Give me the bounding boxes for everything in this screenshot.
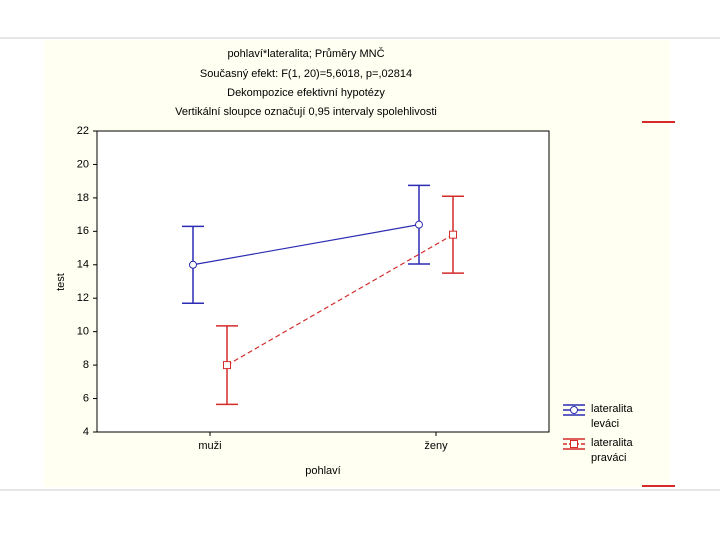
legend-marker bbox=[570, 406, 578, 414]
x-axis-label: pohlaví bbox=[305, 465, 340, 477]
point bbox=[449, 230, 457, 239]
point bbox=[415, 220, 423, 229]
x-tick-label: muži bbox=[198, 440, 221, 452]
y-tick-label: 16 bbox=[77, 225, 89, 237]
y-tick-label: 10 bbox=[77, 326, 89, 338]
y-tick-label: 6 bbox=[83, 392, 89, 404]
x-tick-label: ženy bbox=[424, 440, 448, 452]
legend-marker bbox=[570, 440, 578, 448]
series-line bbox=[226, 234, 454, 366]
legend-label: lateralita leváci bbox=[591, 403, 633, 430]
chart-subtitle: Vertikální sloupce označují 0,95 interva… bbox=[175, 106, 437, 118]
legend-label: lateralita praváci bbox=[591, 437, 633, 464]
y-tick-label: 4 bbox=[83, 426, 89, 438]
chart-subtitle: Současný efekt: F(1, 20)=5,6018, p=,0281… bbox=[200, 68, 412, 80]
y-tick-label: 22 bbox=[77, 125, 89, 137]
y-tick-label: 8 bbox=[83, 359, 89, 371]
y-tick-label: 14 bbox=[77, 259, 89, 271]
y-axis-label: test bbox=[55, 273, 67, 291]
series-line bbox=[192, 224, 420, 266]
chart-subtitle: Dekompozice efektivní hypotézy bbox=[227, 87, 385, 99]
chart-title: pohlaví*lateralita; Průměry MNČ bbox=[227, 47, 384, 60]
plot-frame bbox=[96, 130, 550, 433]
point bbox=[223, 361, 231, 370]
y-tick-label: 12 bbox=[77, 292, 89, 304]
y-tick-label: 18 bbox=[77, 192, 89, 204]
y-tick-label: 20 bbox=[77, 158, 89, 170]
point bbox=[189, 260, 197, 269]
